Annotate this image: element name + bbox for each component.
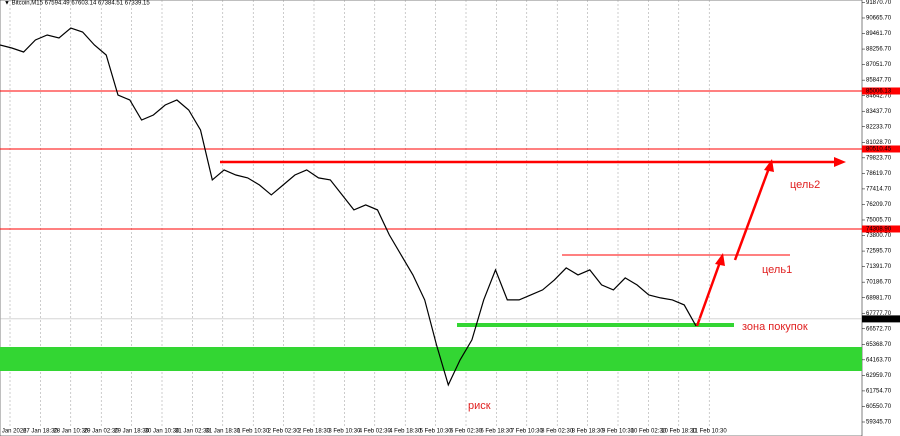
y-tick-label: 64163.70 — [866, 357, 892, 363]
y-tick-label: 81028.70 — [866, 140, 892, 146]
x-tick-label: 31 Jan 02:30 — [175, 429, 210, 435]
y-tick-label: 67777.70 — [866, 311, 892, 317]
chart-title: ▼ Bitcoin,M15 67594.49 67603.14 67384.51… — [4, 1, 150, 7]
x-tick-label: 8 Feb 18:30 — [572, 429, 605, 435]
price-level-label: 80510.45 — [866, 147, 892, 153]
price-level-label: 85006.13 — [866, 89, 892, 95]
y-tick-label: 60550.70 — [866, 404, 892, 410]
x-tick-label: 28 Jan 10:30 — [53, 429, 88, 435]
price-level-tag — [862, 225, 900, 233]
x-tick-label: 10 Feb 02:30 — [631, 429, 667, 435]
x-tick-label: 27 Jan 18:30 — [23, 429, 58, 435]
y-tick-label: 62959.70 — [866, 373, 892, 379]
y-tick-label: 91870.70 — [866, 0, 892, 6]
x-tick-label: 29 Jan 02:30 — [84, 429, 119, 435]
x-tick-label: 31 Jan 18:30 — [205, 429, 240, 435]
x-tick-label: 9 Feb 10:30 — [602, 429, 635, 435]
y-tick-label: 66572.70 — [866, 326, 892, 332]
y-tick-label: 89461.70 — [866, 31, 892, 37]
y-tick-label: 84642.70 — [866, 93, 892, 99]
x-tick-label: 7 Feb 10:30 — [511, 429, 544, 435]
arrow-head — [834, 157, 846, 167]
price-level-tag — [862, 87, 900, 95]
y-tick-label: 79823.70 — [866, 155, 892, 161]
x-tick-label: 6 Feb 18:30 — [480, 429, 513, 435]
x-tick-label: 5 Feb 10:30 — [420, 429, 453, 435]
x-tick-label: 8 Feb 02:30 — [541, 429, 574, 435]
y-tick-label: 83437.70 — [866, 109, 892, 115]
x-tick-label: 6 Feb 02:30 — [450, 429, 483, 435]
x-tick-label: 10 Feb 18:30 — [661, 429, 697, 435]
x-tick-label: 1 Feb 10:30 — [237, 429, 270, 435]
y-tick-label: 87051.70 — [866, 62, 892, 68]
y-tick-label: 77414.70 — [866, 186, 892, 192]
price-level-label: 74308.90 — [866, 227, 892, 233]
y-tick-label: 68981.70 — [866, 295, 892, 301]
y-tick-label: 76209.70 — [866, 202, 892, 208]
price-level-tag — [862, 145, 900, 153]
arrow-head — [715, 253, 725, 266]
x-tick-label: 11 Feb 10:30 — [692, 429, 728, 435]
y-tick-label: 59345.70 — [866, 420, 892, 426]
y-tick-label: 78619.70 — [866, 171, 892, 177]
annotation: риск — [468, 400, 491, 412]
annotation: зона покупок — [742, 321, 808, 333]
x-tick-label: 30 Jan 10:30 — [145, 429, 180, 435]
buy-zone — [0, 347, 862, 371]
y-tick-label: 75005.70 — [866, 218, 892, 224]
y-tick-label: 73800.70 — [866, 233, 892, 239]
x-tick-label: 3 Feb 10:30 — [328, 429, 361, 435]
x-tick-label: 2 Feb 02:30 — [268, 429, 301, 435]
y-tick-label: 85847.70 — [866, 78, 892, 84]
arrow — [733, 167, 771, 261]
y-tick-label: 90665.70 — [866, 16, 892, 22]
y-tick-label: 71391.70 — [866, 264, 892, 270]
arrow-head — [764, 159, 774, 172]
y-tick-label: 72595.70 — [866, 249, 892, 255]
current-price-label: 67339.15 — [866, 316, 892, 322]
x-tick-label: 4 Feb 02:30 — [359, 429, 392, 435]
x-tick-label: 4 Feb 18:30 — [389, 429, 422, 435]
y-tick-label: 70186.70 — [866, 280, 892, 286]
arrow — [695, 261, 722, 327]
x-tick-label: 2 Feb 18:30 — [298, 429, 331, 435]
annotation: цель2 — [790, 179, 820, 191]
y-tick-label: 61754.70 — [866, 388, 892, 394]
x-tick-label: 29 Jan 18:30 — [114, 429, 149, 435]
y-tick-label: 65368.70 — [866, 342, 892, 348]
x-tick-label: 27 Jan 2026 — [0, 429, 27, 435]
price-line — [0, 27, 697, 387]
annotation: цель1 — [762, 264, 792, 276]
current-price-tag — [862, 315, 900, 323]
y-tick-label: 82233.70 — [866, 124, 892, 130]
y-tick-label: 88256.70 — [866, 47, 892, 53]
